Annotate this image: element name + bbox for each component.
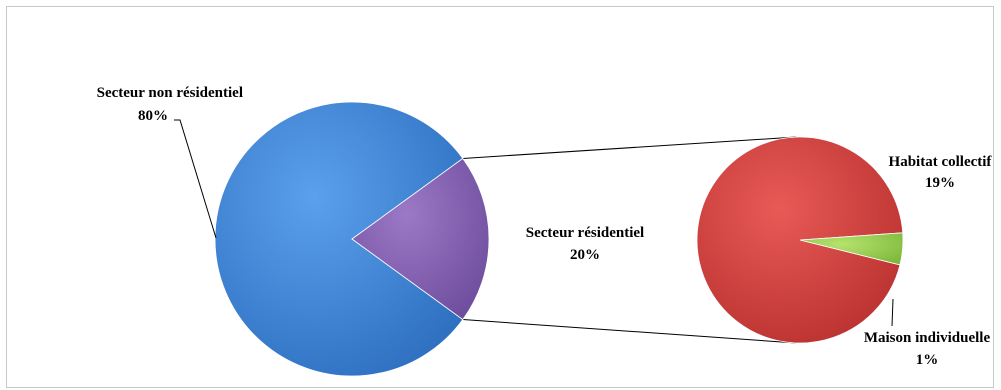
- label-maison-individuelle: Maison individuelle: [864, 330, 991, 346]
- slice-secteur-non-residentiel: [214, 101, 464, 377]
- label-habitat-collectif: Habitat collectif: [889, 154, 993, 170]
- leader-line-non-residentiel: [174, 119, 217, 239]
- slice-habitat-collectif: [696, 136, 904, 344]
- label-secteur-residentiel: Secteur résidentiel: [526, 225, 644, 241]
- leader-line-maison: [891, 298, 894, 327]
- label-secteur-non-residentiel: Secteur non résidentiel: [97, 85, 243, 101]
- pct-secteur-non-residentiel: 80%: [138, 108, 168, 124]
- pct-secteur-residentiel: 20%: [570, 247, 600, 263]
- connector-line-top: [462, 136, 797, 159]
- connector-line-bottom: [462, 319, 797, 344]
- pct-habitat-collectif: 19%: [925, 175, 955, 191]
- pct-maison-individuelle: 1%: [916, 352, 939, 368]
- slice-maison-individuelle: [799, 232, 904, 266]
- connector-lines: [462, 136, 797, 344]
- slice-secteur-residentiel: [351, 157, 490, 321]
